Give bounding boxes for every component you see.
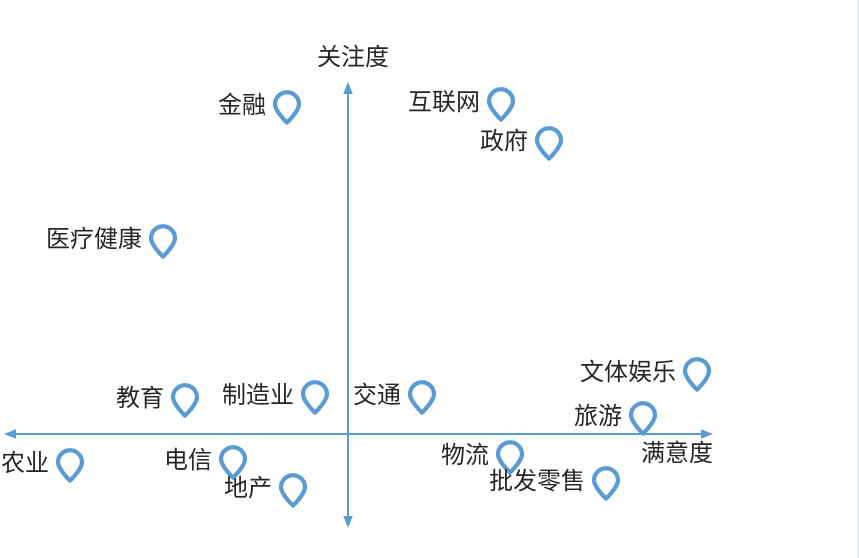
y-axis-up-arrow-icon xyxy=(343,82,353,94)
map-pin-icon-manufacturing xyxy=(300,379,330,415)
map-pin-shape xyxy=(682,356,712,392)
map-pin-icon-education xyxy=(170,382,200,418)
point-label-government: 政府 xyxy=(480,128,528,155)
point-label-healthcare: 医疗健康 xyxy=(46,226,142,253)
map-pin-icon-wholesale-retail xyxy=(591,465,621,501)
point-label-logistics: 物流 xyxy=(441,442,489,469)
map-pin-icon-telecom xyxy=(218,444,248,480)
map-pin-shape xyxy=(534,125,564,161)
map-pin-shape xyxy=(55,447,85,483)
map-pin-icon-finance xyxy=(272,89,302,125)
map-pin-icon-internet xyxy=(486,86,516,122)
map-pin-shape xyxy=(591,465,621,501)
map-pin-icon-logistics xyxy=(495,439,525,475)
y-axis-down-arrow-icon xyxy=(343,516,353,528)
x-axis-label: 满意度 xyxy=(641,440,713,467)
point-label-wholesale-retail: 批发零售 xyxy=(489,468,585,495)
map-pin-icon-government xyxy=(534,125,564,161)
map-pin-icon-healthcare xyxy=(148,223,178,259)
map-pin-icon-transportation xyxy=(407,379,437,415)
point-label-education: 教育 xyxy=(116,385,164,412)
y-axis-label: 关注度 xyxy=(317,44,389,71)
map-pin-shape xyxy=(407,379,437,415)
point-label-telecom: 电信 xyxy=(164,447,212,474)
point-label-internet: 互联网 xyxy=(408,89,480,116)
map-pin-shape xyxy=(170,382,200,418)
x-axis-right-arrow-icon xyxy=(701,429,713,439)
map-pin-icon-real-estate xyxy=(278,472,308,508)
map-pin-icon-agriculture xyxy=(55,447,85,483)
point-label-real-estate: 地产 xyxy=(224,475,272,502)
map-pin-icon-tourism xyxy=(628,400,658,436)
map-pin-shape xyxy=(218,444,248,480)
x-axis-left-arrow-icon xyxy=(4,429,16,439)
point-label-tourism: 旅游 xyxy=(574,403,622,430)
map-pin-shape xyxy=(148,223,178,259)
map-pin-shape xyxy=(486,86,516,122)
map-pin-shape xyxy=(628,400,658,436)
map-pin-shape xyxy=(300,379,330,415)
point-label-culture-entertainment: 文体娱乐 xyxy=(580,359,676,386)
page-edge-line xyxy=(857,0,859,558)
map-pin-shape xyxy=(272,89,302,125)
point-label-manufacturing: 制造业 xyxy=(222,382,294,409)
map-pin-shape xyxy=(495,439,525,475)
map-pin-icon-culture-entertainment xyxy=(682,356,712,392)
point-label-transportation: 交通 xyxy=(353,382,401,409)
point-label-agriculture: 农业 xyxy=(1,450,49,477)
map-pin-shape xyxy=(278,472,308,508)
point-label-finance: 金融 xyxy=(218,92,266,119)
